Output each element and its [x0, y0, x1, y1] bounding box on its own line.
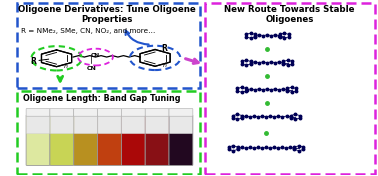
FancyBboxPatch shape — [169, 115, 192, 134]
FancyBboxPatch shape — [50, 115, 74, 165]
FancyBboxPatch shape — [74, 109, 98, 116]
FancyBboxPatch shape — [74, 115, 97, 134]
FancyBboxPatch shape — [205, 3, 375, 174]
FancyBboxPatch shape — [146, 115, 169, 134]
Text: Oligoene Derivatives: Tune Oligoene
Properties: Oligoene Derivatives: Tune Oligoene Prop… — [19, 5, 196, 24]
Text: R: R — [30, 57, 36, 66]
Text: New Route Towards Stable
Oligoenes: New Route Towards Stable Oligoenes — [225, 5, 355, 24]
FancyBboxPatch shape — [50, 109, 74, 116]
Polygon shape — [42, 50, 71, 67]
FancyBboxPatch shape — [169, 109, 193, 116]
FancyBboxPatch shape — [17, 91, 200, 174]
FancyBboxPatch shape — [17, 3, 200, 88]
Polygon shape — [140, 49, 170, 66]
FancyBboxPatch shape — [26, 115, 50, 165]
Text: n: n — [163, 63, 167, 68]
FancyBboxPatch shape — [26, 115, 50, 134]
FancyBboxPatch shape — [121, 109, 145, 116]
FancyBboxPatch shape — [121, 115, 145, 165]
Text: n: n — [64, 64, 68, 69]
Text: R = NMe₂, SMe, CN, NO₂, and more…: R = NMe₂, SMe, CN, NO₂, and more… — [22, 28, 156, 34]
FancyBboxPatch shape — [122, 115, 145, 134]
FancyBboxPatch shape — [50, 115, 73, 134]
FancyBboxPatch shape — [145, 115, 169, 165]
Text: CN: CN — [91, 53, 100, 58]
Text: R: R — [161, 44, 167, 53]
Text: Oligoene Length: Band Gap Tuning: Oligoene Length: Band Gap Tuning — [23, 94, 180, 103]
FancyBboxPatch shape — [98, 115, 121, 165]
FancyBboxPatch shape — [145, 109, 169, 116]
FancyBboxPatch shape — [98, 115, 121, 134]
Text: CN: CN — [87, 67, 97, 71]
FancyBboxPatch shape — [169, 115, 193, 165]
FancyBboxPatch shape — [98, 109, 121, 116]
FancyBboxPatch shape — [26, 109, 50, 116]
FancyBboxPatch shape — [74, 115, 98, 165]
